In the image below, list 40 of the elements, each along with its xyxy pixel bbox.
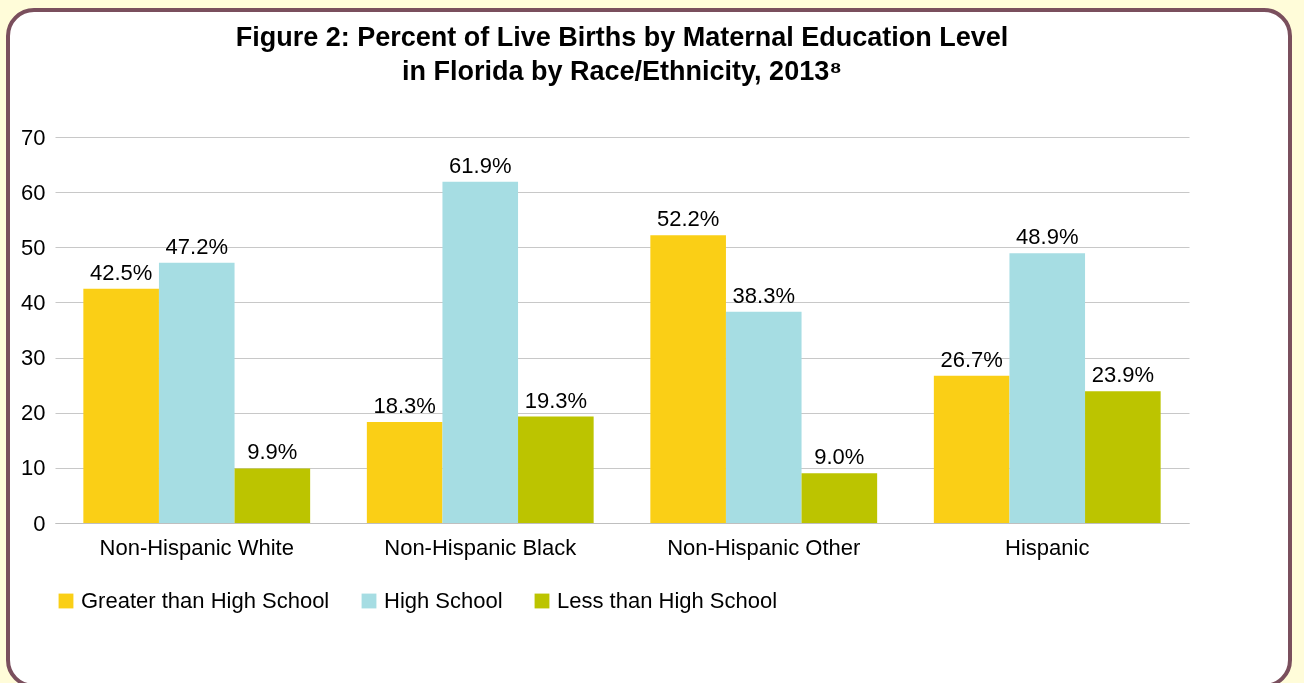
- data-label: 23.9%: [1091, 362, 1155, 388]
- bar: [234, 468, 311, 523]
- bar: [1009, 253, 1086, 523]
- legend-label: Less than High School: [557, 588, 778, 613]
- bar: [1085, 391, 1161, 523]
- chart-title: Figure 2: Percent of Live Births by Maternal Education Level in Florida by Race/Ethnicity, 2013⁸: [235, 22, 1009, 86]
- bar: [442, 181, 519, 523]
- bar: [366, 422, 443, 523]
- y-tick-label: 10: [21, 455, 46, 481]
- legend-label: High School: [384, 588, 503, 613]
- bar: [725, 311, 802, 523]
- y-tick-label: 20: [21, 400, 46, 426]
- data-label: 19.3%: [524, 387, 588, 413]
- data-label: 48.9%: [1016, 224, 1079, 250]
- y-tick-label: 0: [33, 510, 46, 536]
- bar: [801, 473, 878, 523]
- data-label: 18.3%: [373, 393, 436, 419]
- data-label: 9.0%: [814, 444, 865, 470]
- y-tick-label: 30: [21, 345, 46, 371]
- y-tick-label: 70: [21, 124, 46, 150]
- legend-label: Greater than High School: [81, 588, 330, 613]
- bar: [83, 288, 159, 523]
- bar: [158, 262, 235, 523]
- x-tick-label: Non-Hispanic Other: [667, 534, 861, 560]
- data-label: 42.5%: [89, 259, 153, 285]
- x-tick-label: Non-Hispanic White: [99, 534, 294, 560]
- data-label: 9.9%: [247, 439, 298, 465]
- data-label: 52.2%: [656, 206, 720, 232]
- bar: [518, 416, 594, 523]
- bar: [650, 235, 726, 523]
- data-label: 26.7%: [940, 346, 1003, 372]
- y-tick-label: 60: [21, 179, 46, 205]
- data-label: 47.2%: [165, 233, 228, 259]
- x-tick-label: Hispanic: [1005, 534, 1090, 560]
- data-label: 61.9%: [449, 152, 512, 178]
- data-label: 38.3%: [732, 282, 795, 308]
- y-tick-label: 50: [21, 234, 46, 260]
- bar: [933, 375, 1010, 523]
- x-tick-label: Non-Hispanic Black: [384, 534, 578, 560]
- y-tick-label: 40: [21, 289, 46, 315]
